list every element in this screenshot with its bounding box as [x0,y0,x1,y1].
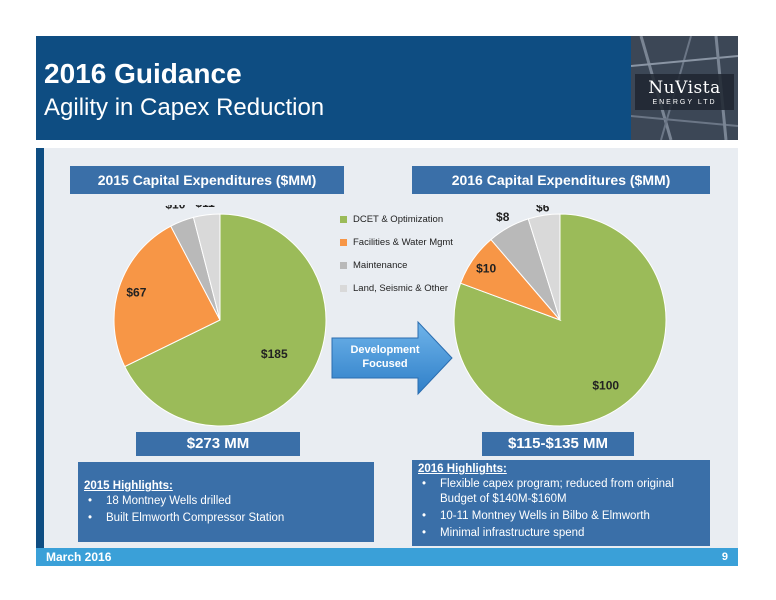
legend-label: Facilities & Water Mgmt [353,237,453,248]
legend-label: Land, Seismic & Other [353,283,449,294]
pie-slice-land [192,213,221,321]
data-label-land: $6 [536,205,550,214]
list-item: 18 Montney Wells drilled [84,494,374,509]
data-label-maintenance: $8 [496,210,510,224]
pie-chart-2015: $185 $67 $10 $11 [113,205,327,427]
total-2015: $273 MM [136,432,300,456]
chart-legend: DCET & Optimization Facilities & Water M… [340,208,453,300]
legend-label: Maintenance [353,260,408,271]
chart-title-2016: 2016 Capital Expenditures ($MM) [412,166,710,194]
highlights-2016-title: 2016 Highlights: [418,463,507,475]
arrow-label-line2: Focused [362,358,408,370]
pie-slice-facilities [113,225,221,368]
list-item: Minimal infrastructure spend [418,526,702,541]
page-number: 9 [721,551,728,563]
pie-slice-dcet [124,213,327,427]
arrow-right-icon [331,320,453,396]
highlights-2015-box: 2015 Highlights: 18 Montney Wells drille… [78,462,374,542]
highlights-2015-list: 18 Montney Wells drilled Built Elmworth … [84,494,374,526]
page-title: 2016 Guidance [44,58,242,89]
highlights-2016-list: Flexible capex program; reduced from ori… [418,477,702,541]
data-label-dcet: $185 [261,347,288,361]
logo-wordmark: NuVista [648,78,721,98]
pie-slice-land [527,213,561,321]
legend-swatch-maintenance [340,262,347,269]
legend-item-maintenance: Maintenance [340,254,453,277]
legend-label: DCET & Optimization [353,214,444,225]
footer-bar [36,548,738,566]
data-label-facilities: $10 [476,262,496,276]
legend-swatch-facilities [340,239,347,246]
footer-date: March 2016 [46,550,112,564]
left-accent-bar [36,148,44,548]
company-logo: NuVista ENERGY LTD [631,36,738,140]
arrow-label-line1: Development [350,344,420,356]
list-item: Built Elmworth Compressor Station [84,511,374,526]
list-item: Flexible capex program; reduced from ori… [418,477,702,507]
data-label-facilities: $67 [126,286,146,300]
highlights-2016-box: 2016 Highlights: Flexible capex program;… [412,460,710,546]
legend-item-land: Land, Seismic & Other [340,277,453,300]
page-subtitle: Agility in Capex Reduction [44,94,325,121]
pie-chart-2016: $100 $10 $8 $6 [453,205,667,427]
arrow-label: Development Focused [332,343,438,371]
logo-subtext: ENERGY LTD [652,99,717,106]
data-label-maintenance: $10 [165,205,185,211]
list-item: 10-11 Montney Wells in Bilbo & Elmworth [418,509,702,524]
chart-title-2015: 2015 Capital Expenditures ($MM) [70,166,344,194]
logo-background-graphic [631,36,738,140]
total-2016: $115-$135 MM [482,432,634,456]
data-label-dcet: $100 [592,379,619,393]
highlights-2015-title: 2015 Highlights: [84,480,173,492]
title-banner: 2016 Guidance Agility in Capex Reduction [36,36,738,140]
legend-item-dcet: DCET & Optimization [340,208,453,231]
legend-swatch-dcet [340,216,347,223]
legend-item-facilities: Facilities & Water Mgmt [340,231,453,254]
data-label-land: $11 [195,205,215,210]
legend-swatch-land [340,285,347,292]
